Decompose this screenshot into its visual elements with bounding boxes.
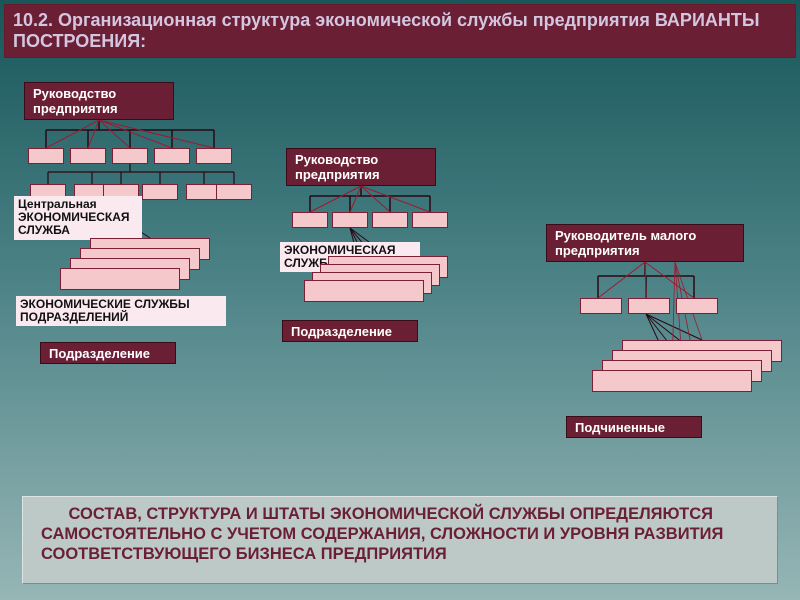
footer-bar: СОСТАВ, СТРУКТУРА И ШТАТЫ ЭКОНОМИЧЕСКОЙ …: [22, 496, 778, 584]
v1-label-units: ЭКОНОМИЧЕСКИЕ СЛУЖБЫ ПОДРАЗДЕЛЕНИЙ: [16, 296, 226, 326]
v3-stack-0: [592, 370, 752, 392]
v2-root: Руководство предприятия: [286, 148, 436, 186]
v1-stack-0: [60, 268, 180, 290]
v3-subs: Подчиненные: [566, 416, 702, 438]
v3-root: Руководитель малого предприятия: [546, 224, 744, 262]
v1-row2-3: [142, 184, 178, 200]
v2-row1-0: [292, 212, 328, 228]
v2-unit: Подразделение: [282, 320, 418, 342]
v3-row1-1: [628, 298, 670, 314]
v3-row1-0: [580, 298, 622, 314]
v1-row1-1: [70, 148, 106, 164]
v3-row1-2: [676, 298, 718, 314]
v1-row2-5: [216, 184, 252, 200]
footer-text: СОСТАВ, СТРУКТУРА И ШТАТЫ ЭКОНОМИЧЕСКОЙ …: [41, 505, 728, 563]
title-bar: 10.2. Организационная структура экономич…: [4, 4, 796, 58]
v1-unit: Подразделение: [40, 342, 176, 364]
v1-row1-0: [28, 148, 64, 164]
v2-row1-2: [372, 212, 408, 228]
v1-root: Руководство предприятия: [24, 82, 174, 120]
v1-row1-3: [154, 148, 190, 164]
title-text: 10.2. Организационная структура экономич…: [13, 10, 787, 52]
v1-row1-2: [112, 148, 148, 164]
v2-row1-1: [332, 212, 368, 228]
v2-row1-3: [412, 212, 448, 228]
v2-stack-0: [304, 280, 424, 302]
v1-row1-4: [196, 148, 232, 164]
v1-label-central: Центральная ЭКОНОМИЧЕСКАЯ СЛУЖБА: [14, 196, 142, 240]
